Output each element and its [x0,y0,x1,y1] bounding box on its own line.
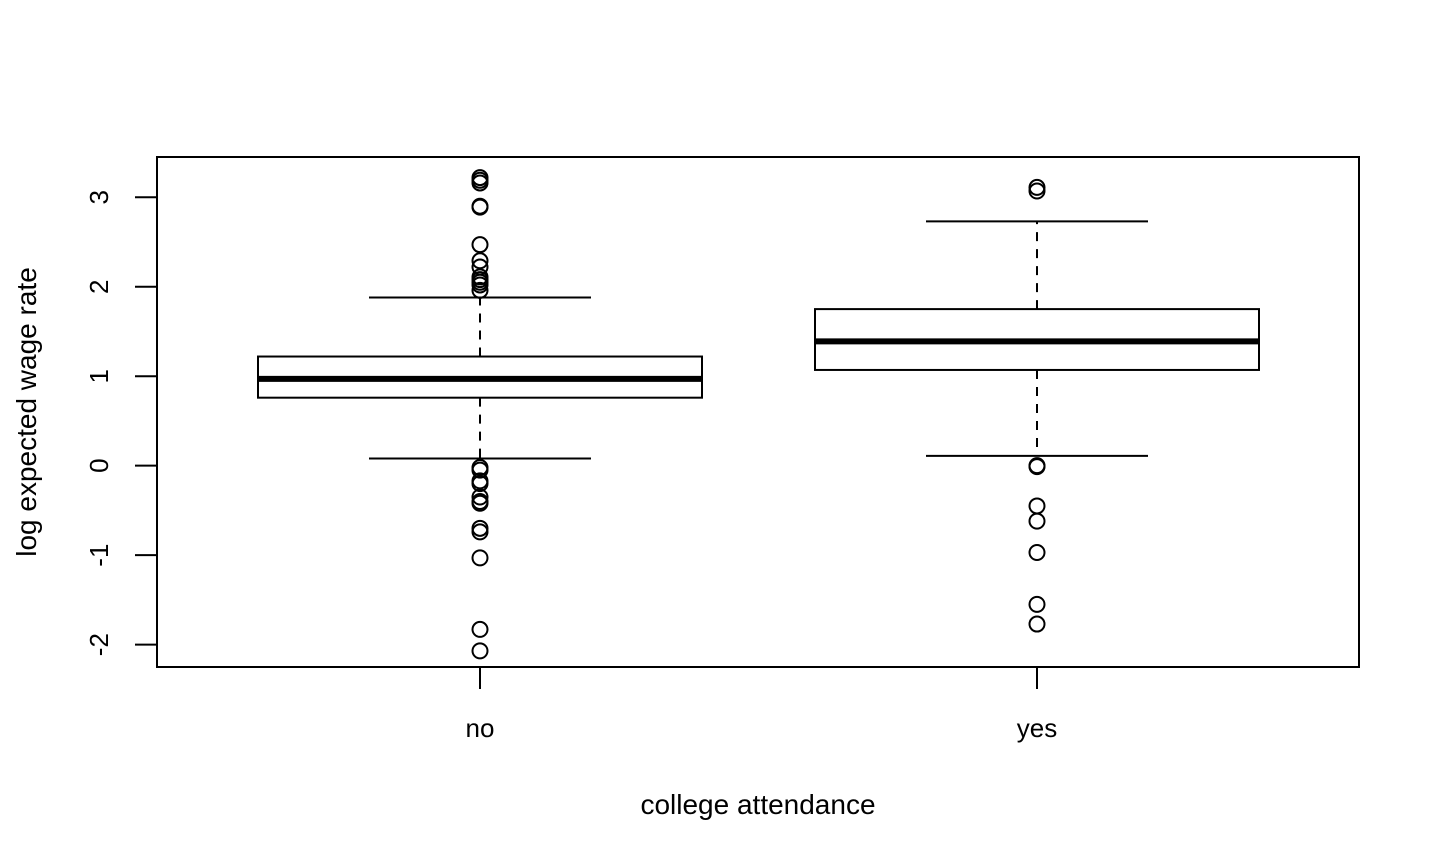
outlier-point [1028,178,1046,196]
outlier-point [471,174,489,192]
outlier-point [471,549,489,567]
x-tick-label: no [466,713,495,743]
outlier-point [471,642,489,660]
y-tick-label: 2 [84,280,114,294]
outlier-point [471,461,489,479]
outlier-point [1028,615,1046,633]
plot-frame [156,156,1360,668]
y-tick-label: 3 [84,190,114,204]
outlier-point [471,281,489,299]
y-tick-label: -2 [84,633,114,656]
y-axis-title: log expected wage rate [11,267,42,557]
boxplot-marks [257,169,1260,660]
outlier-point [471,620,489,638]
box-group-no [257,169,703,660]
outlier-point [471,276,489,294]
y-tick-label: -1 [84,544,114,567]
outlier-point [471,488,489,506]
outlier-point [1028,512,1046,530]
outlier-point [471,198,489,216]
outlier-point [471,523,489,541]
outlier-point [471,494,489,512]
y-tick-label: 0 [84,458,114,472]
outlier-point [471,252,489,270]
y-axis: -2 -1 0 1 2 3 [84,190,157,656]
box-group-yes [814,178,1260,633]
outlier-point [1028,458,1046,476]
outlier-point [1028,595,1046,613]
outlier-point [1028,543,1046,561]
outlier-point [471,519,489,537]
y-tick-label: 1 [84,369,114,383]
x-tick-label: yes [1017,713,1057,743]
outlier-point [471,236,489,254]
outlier-point [1028,182,1046,200]
outlier-point [1028,497,1046,515]
x-axis: no yes [466,667,1057,743]
outlier-point [471,475,489,493]
x-axis-title: college attendance [640,789,875,820]
